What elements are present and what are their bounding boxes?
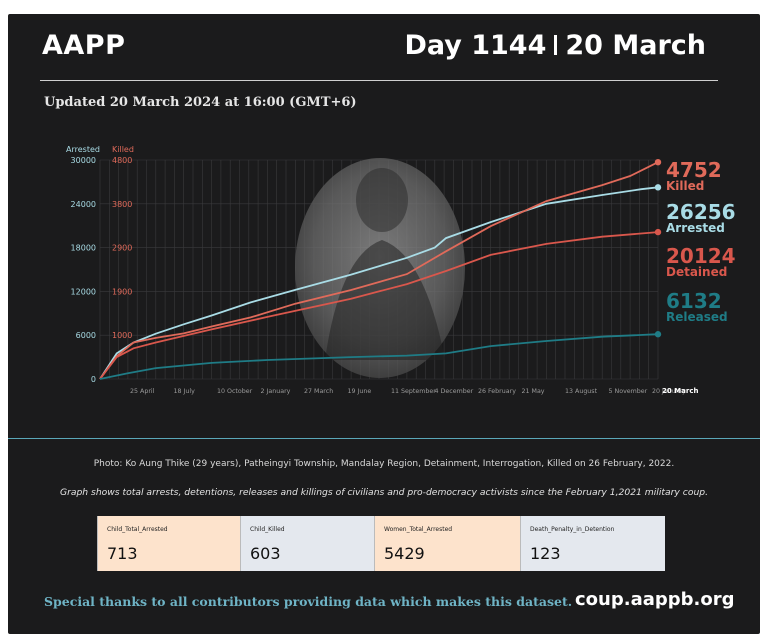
series-endpoint-arrested xyxy=(654,184,662,191)
thanks-note: Special thanks to all contributors provi… xyxy=(44,594,573,609)
page-title: AAPP xyxy=(42,30,126,61)
end-value-killed: 4752 xyxy=(666,158,722,182)
stat-card-child-total-arrested: Child_Total_Arrested 713 xyxy=(97,516,241,571)
stat-label: Women_Total_Arrested xyxy=(384,526,453,533)
series-line-released xyxy=(99,333,659,380)
stat-value: 5429 xyxy=(384,544,425,563)
separator-bar xyxy=(554,35,558,55)
day-number: Day 1144 xyxy=(404,30,547,61)
end-value-detained: 20124 xyxy=(666,244,736,268)
series-endpoint-released xyxy=(654,331,662,338)
series-line-arrested xyxy=(99,186,659,380)
axis-title-left: Arrested xyxy=(66,145,100,154)
x-tick-label: 11 September xyxy=(391,388,436,395)
stat-label: Child_Killed xyxy=(250,526,285,533)
stat-card-women-total-arrested: Women_Total_Arrested 5429 xyxy=(374,516,521,571)
day-date: 20 March xyxy=(565,30,706,61)
x-tick-label: 26 February xyxy=(478,388,516,395)
footer-divider xyxy=(8,438,760,439)
series-endpoint-detained xyxy=(654,228,662,236)
y-tick-left: 0 xyxy=(91,375,96,384)
y-tick-right: 1000 xyxy=(112,331,132,340)
x-tick-label: 20 January xyxy=(652,388,686,395)
y-tick-left: 6000 xyxy=(76,331,96,340)
site-url[interactable]: coup.aappb.org xyxy=(575,589,735,610)
x-tick-label: 2 January xyxy=(261,388,291,395)
y-tick-right: 4800 xyxy=(112,156,132,165)
line-chart: 30000 24000 18000 12000 6000 0 4800 3800 2900 190… xyxy=(66,145,736,395)
x-tick-label: 5 November xyxy=(609,388,648,395)
end-value-released: 6132 xyxy=(666,289,722,313)
end-label-killed: Killed xyxy=(666,179,704,193)
series-endpoint-killed xyxy=(654,158,662,166)
portrait-head xyxy=(356,168,408,232)
y-tick-left: 12000 xyxy=(71,287,96,296)
x-tick-label: 25 April xyxy=(130,388,155,395)
x-tick-label: 19 June xyxy=(348,388,372,395)
series-line-detained xyxy=(99,231,659,380)
photo-credit: Photo: Ko Aung Thike (29 years), Pathein… xyxy=(93,459,675,469)
end-label-detained: Detained xyxy=(666,265,727,279)
y-tick-right: 2900 xyxy=(112,244,132,253)
stat-card-child-killed: Child_Killed 603 xyxy=(240,516,375,571)
day-counter: Day 1144 20 March xyxy=(404,30,706,61)
end-value-arrested: 26256 xyxy=(666,200,736,224)
x-tick-label: 27 March xyxy=(304,388,333,395)
end-label-arrested: Arrested xyxy=(666,221,725,235)
y-tick-right: 3800 xyxy=(112,200,132,209)
stat-value: 123 xyxy=(530,544,561,563)
updated-timestamp: Updated 20 March 2024 at 16:00 (GMT+6) xyxy=(44,95,357,110)
x-tick-label: 21 May xyxy=(522,388,545,395)
x-tick-label: 18 July xyxy=(174,388,196,395)
end-label-released: Released xyxy=(666,310,728,324)
x-tick-label: 20 March xyxy=(662,387,698,395)
y-tick-left: 18000 xyxy=(71,244,96,253)
stat-label: Death_Penalty_in_Detention xyxy=(530,526,615,533)
axis-title-right: Killed xyxy=(112,145,134,154)
stat-card-death-penalty: Death_Penalty_in_Detention 123 xyxy=(520,516,665,571)
stat-value: 603 xyxy=(250,544,281,563)
x-tick-label: 10 October xyxy=(217,388,253,395)
graph-note: Graph shows total arrests, detentions, r… xyxy=(59,487,709,498)
series-line-killed xyxy=(99,161,659,380)
stat-label: Child_Total_Arrested xyxy=(107,526,168,533)
x-tick-label: 4 December xyxy=(435,388,474,395)
header-divider xyxy=(40,80,718,81)
y-tick-left: 24000 xyxy=(71,200,96,209)
x-tick-label: 13 August xyxy=(565,388,598,395)
y-tick-right: 1900 xyxy=(112,287,132,296)
y-tick-left: 30000 xyxy=(71,156,96,165)
stat-value: 713 xyxy=(107,544,138,563)
